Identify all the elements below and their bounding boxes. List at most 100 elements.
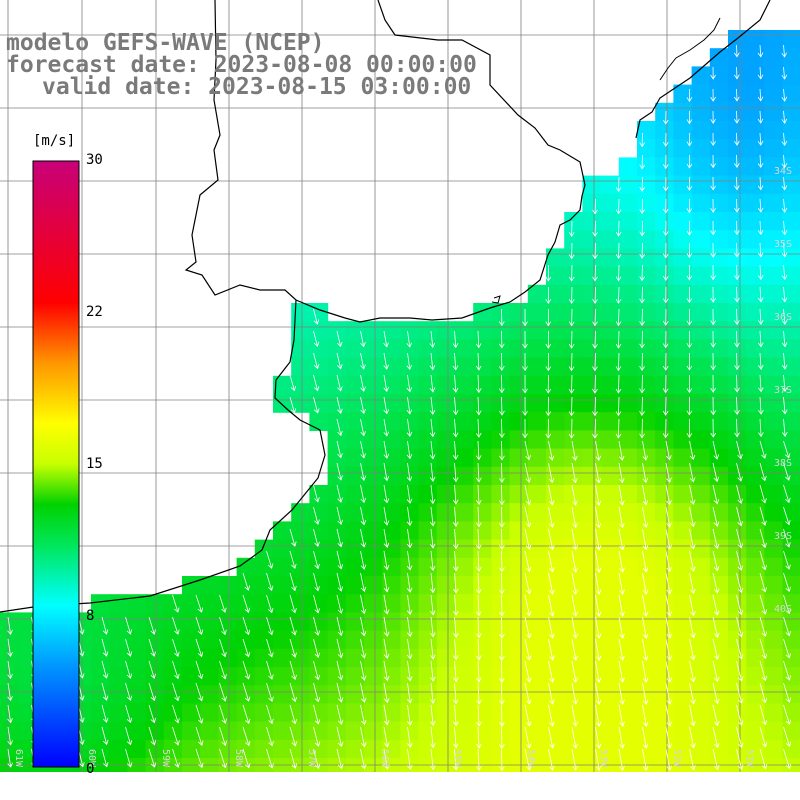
wind-cell [764, 594, 784, 613]
wind-cell [582, 430, 602, 450]
wind-cell [364, 412, 383, 431]
wind-cell [782, 703, 800, 723]
wind-cell [746, 448, 765, 468]
wind-cell [637, 739, 656, 759]
wind-arrow [733, 132, 740, 146]
wind-cell [782, 576, 800, 595]
wind-arrow [195, 616, 204, 636]
wind-arrow [452, 374, 459, 393]
wind-speed-field [0, 30, 800, 800]
wind-cell [400, 485, 420, 504]
wind-arrow [615, 242, 622, 260]
wind-cell [546, 521, 565, 541]
wind-arrow [313, 374, 320, 392]
wind-arrow [429, 638, 436, 660]
wind-cell [618, 576, 638, 595]
wind-arrow [452, 616, 459, 638]
wind-cell [764, 321, 784, 340]
wind-arrow [452, 726, 459, 749]
wind-cell [491, 630, 511, 650]
wind-cell [637, 430, 656, 450]
wind-cell [564, 230, 583, 249]
wind-cell [127, 739, 147, 759]
wind-arrow [734, 418, 740, 438]
wind-cell [618, 248, 638, 268]
wind-cell [527, 648, 547, 668]
wind-cell [673, 466, 693, 486]
wind-cell [455, 394, 474, 413]
wind-cell [746, 721, 765, 741]
wind-cell [728, 503, 747, 522]
wind-cell [546, 594, 565, 613]
wind-cell [746, 612, 765, 632]
wind-cell [709, 266, 729, 286]
wind-arrow [783, 528, 791, 548]
wind-cell [709, 303, 729, 322]
wind-cell [473, 739, 492, 759]
wind-cell [200, 721, 219, 741]
wind-arrow [548, 660, 555, 683]
wind-cell [564, 248, 583, 268]
wind-arrow [383, 528, 390, 548]
wind-cell [455, 630, 474, 650]
wind-cell [673, 303, 693, 322]
wind-cell [418, 648, 438, 668]
wind-cell [673, 448, 693, 468]
wind-cell [582, 284, 602, 304]
wind-cell [691, 193, 711, 213]
wind-cell [691, 466, 711, 486]
wind-cell [564, 503, 583, 522]
wind-cell [728, 594, 747, 613]
wind-arrow [642, 594, 649, 617]
wind-arrow [219, 660, 227, 680]
wind-arrow [172, 638, 180, 658]
wind-cell [473, 448, 492, 468]
wind-arrow [336, 616, 344, 637]
wind-cell [418, 394, 438, 413]
wind-cell [655, 266, 674, 286]
wind-cell [254, 648, 274, 668]
wind-arrow [172, 616, 180, 635]
wind-cell [764, 212, 784, 231]
wind-cell [473, 339, 492, 359]
wind-cell [582, 394, 602, 413]
wind-arrow [522, 374, 528, 394]
wind-arrow [313, 682, 321, 703]
wind-cell [400, 394, 420, 413]
wind-arrow [545, 308, 552, 327]
wind-cell [455, 539, 474, 559]
wind-cell [291, 357, 310, 377]
wind-arrow [689, 682, 696, 705]
wind-cell [527, 394, 547, 413]
wind-cell [637, 321, 656, 340]
wind-arrow [548, 594, 555, 617]
wind-arrow [712, 594, 720, 616]
wind-cell [546, 648, 565, 668]
wind-cell [709, 48, 729, 67]
wind-arrow [476, 726, 482, 749]
wind-cell [145, 630, 165, 650]
wind-cell [236, 557, 256, 577]
wind-arrow [360, 440, 366, 459]
wind-arrow [665, 660, 673, 683]
wind-cell [418, 375, 438, 395]
wind-cell [455, 739, 474, 759]
wind-cell [473, 466, 492, 486]
coastline-lagoon [659, 17, 721, 81]
wind-arrow [313, 616, 321, 636]
wind-arrow [219, 638, 227, 658]
wind-arrow [759, 462, 767, 482]
wind-cell [163, 594, 183, 613]
wind-arrow [452, 704, 459, 727]
wind-arrow [336, 528, 343, 548]
wind-arrow [452, 550, 459, 572]
wind-arrow [571, 550, 578, 573]
wind-cell [782, 357, 800, 377]
wind-cell [673, 248, 693, 268]
wind-cell [509, 357, 529, 377]
wind-cell [746, 594, 765, 613]
wind-cell [527, 321, 547, 340]
wind-cell [473, 503, 492, 522]
wind-cell [782, 212, 800, 231]
wind-cell [691, 485, 711, 504]
